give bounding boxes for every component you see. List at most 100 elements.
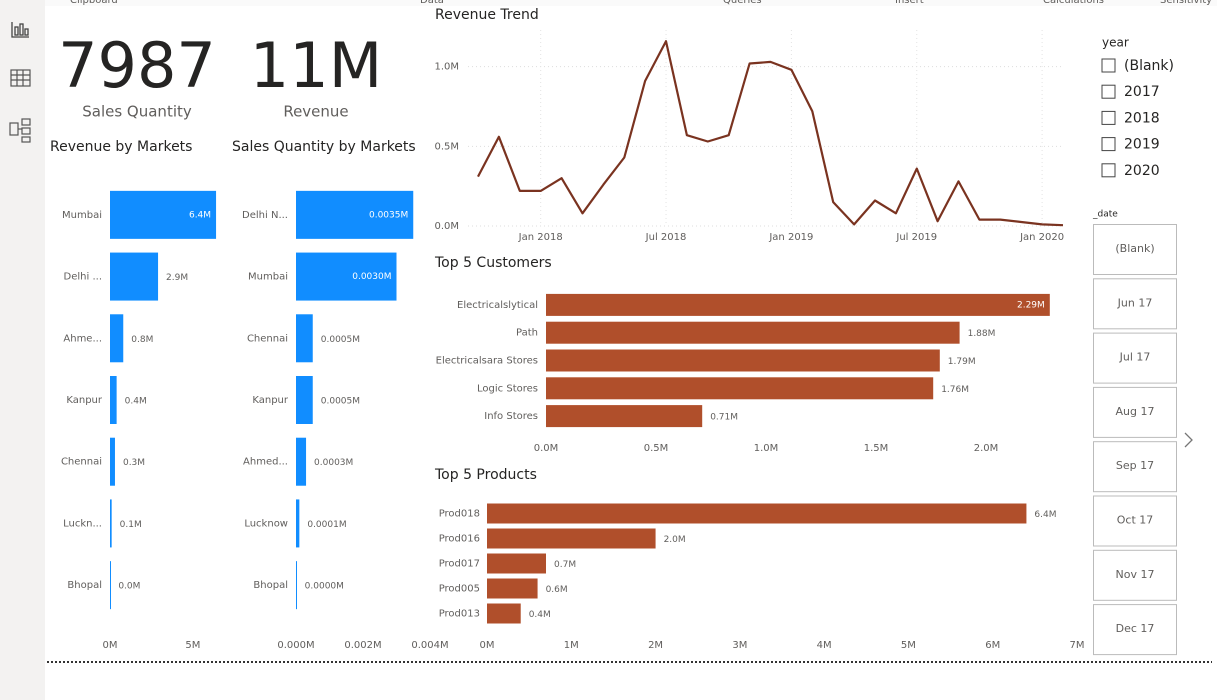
- card-value: 11M: [250, 29, 382, 102]
- category-label: Kanpur: [252, 395, 289, 406]
- slicer-option[interactable]: 2019: [1124, 137, 1160, 153]
- card-label: Sales Quantity: [82, 103, 192, 121]
- slicer-button[interactable]: [1093, 441, 1177, 493]
- slicer-title: year: [1102, 36, 1129, 50]
- next-page-chevron[interactable]: [1184, 432, 1193, 448]
- slicer-button[interactable]: [1093, 549, 1177, 601]
- chart-title: Top 5 Products: [434, 467, 537, 483]
- bar: [487, 503, 1027, 524]
- category-label: Mumbai: [248, 272, 288, 283]
- slicer-button[interactable]: [1093, 495, 1177, 547]
- category-label: Prod016: [439, 534, 480, 545]
- slicer-button[interactable]: [1093, 332, 1177, 384]
- bar: [296, 499, 300, 548]
- bar: [110, 376, 117, 424]
- y-tick-label: 0.0M: [434, 221, 459, 232]
- data-label: 0.0001M: [307, 520, 346, 530]
- x-tick-label: 3M: [732, 640, 747, 651]
- category-label: Electricalslytical: [457, 300, 538, 311]
- ribbon-group-label: Queries: [723, 0, 762, 6]
- ribbon-group-label: Sensitivity: [1160, 0, 1212, 6]
- slicer-option[interactable]: Jun 17: [1117, 296, 1153, 309]
- slicer-button[interactable]: [1093, 604, 1177, 656]
- category-label: Bhopal: [67, 580, 102, 591]
- data-label: 1.88M: [968, 329, 996, 339]
- bar: [487, 603, 521, 624]
- x-tick-label: 0.002M: [344, 640, 381, 651]
- checkbox[interactable]: [1101, 110, 1116, 125]
- data-label: 0.6M: [546, 585, 568, 595]
- data-view-icon[interactable]: [10, 69, 31, 87]
- slicer-option[interactable]: (Blank): [1115, 242, 1154, 255]
- ribbon: [45, 0, 1217, 6]
- slicer-button[interactable]: [1093, 278, 1177, 330]
- category-label: Mumbai: [62, 210, 102, 221]
- bar: [296, 314, 313, 363]
- category-label: Kanpur: [66, 395, 103, 406]
- data-label: 0.71M: [710, 413, 738, 423]
- bar: [110, 314, 124, 363]
- bar: [296, 190, 414, 239]
- bar: [110, 561, 111, 610]
- x-tick-label: 2M: [648, 640, 663, 651]
- y-tick-label: 1.0M: [434, 62, 459, 73]
- line: [477, 40, 1064, 227]
- x-tick-label: Jan 2019: [768, 232, 813, 243]
- category-label: Prod017: [439, 559, 480, 570]
- x-tick-label: 1.0M: [754, 443, 779, 454]
- category-label: Delhi N...: [242, 210, 288, 221]
- data-label: 0.1M: [120, 520, 142, 530]
- bar: [546, 405, 703, 428]
- x-tick-label: 4M: [817, 640, 832, 651]
- data-label: 0.4M: [529, 610, 551, 620]
- bar: [487, 553, 546, 574]
- bar: [296, 252, 397, 301]
- bar: [110, 499, 112, 548]
- category-label: Luckn...: [63, 518, 102, 529]
- checkbox[interactable]: [1101, 163, 1116, 178]
- slicer-option[interactable]: Oct 17: [1117, 514, 1154, 527]
- category-label: Ahme...: [63, 333, 102, 344]
- category-label: Chennai: [247, 333, 288, 344]
- bar: [546, 349, 940, 372]
- slicer-option[interactable]: Dec 17: [1116, 622, 1155, 635]
- slicer-option[interactable]: 2017: [1124, 84, 1160, 100]
- slicer-option[interactable]: Jul 17: [1119, 351, 1151, 364]
- data-label: 0.0000M: [305, 582, 344, 592]
- bar: [110, 437, 115, 486]
- bar: [546, 321, 960, 344]
- chart-title: Sales Quantity by Markets: [232, 139, 416, 155]
- model-view-icon[interactable]: [9, 118, 31, 143]
- data-label: 0.0035M: [369, 210, 408, 220]
- x-tick-label: 0M: [480, 640, 495, 651]
- x-tick-label: 1M: [564, 640, 579, 651]
- data-label: 6.4M: [189, 210, 211, 220]
- x-tick-label: 5M: [185, 640, 200, 651]
- slicer-button[interactable]: [1093, 224, 1177, 275]
- bar: [296, 437, 307, 486]
- left-nav: [0, 0, 45, 700]
- checkbox[interactable]: [1101, 84, 1116, 99]
- slicer-option[interactable]: Aug 17: [1116, 405, 1155, 418]
- x-tick-label: 7M: [1070, 640, 1085, 651]
- data-label: 0.0030M: [352, 272, 391, 282]
- slicer-option[interactable]: Nov 17: [1116, 568, 1155, 581]
- data-label: 1.76M: [941, 385, 969, 395]
- x-tick-label: 5M: [901, 640, 916, 651]
- slicer-button[interactable]: [1093, 386, 1177, 438]
- slicer-option[interactable]: Sep 17: [1116, 459, 1154, 472]
- slicer-option[interactable]: (Blank): [1124, 58, 1174, 74]
- checkbox[interactable]: [1101, 58, 1116, 73]
- report-view-icon[interactable]: [11, 22, 29, 38]
- ribbon-group-label: Data: [420, 0, 444, 6]
- data-label: 0.4M: [125, 397, 147, 407]
- chart-title: Revenue Trend: [435, 7, 539, 23]
- x-tick-label: 0.004M: [411, 640, 448, 651]
- slicer-title: _date: [1092, 210, 1118, 220]
- slicer-option[interactable]: 2018: [1124, 110, 1160, 126]
- slicer-option[interactable]: 2020: [1124, 163, 1160, 179]
- category-label: Lucknow: [244, 518, 288, 529]
- data-label: 0.0005M: [321, 397, 360, 407]
- checkbox[interactable]: [1101, 137, 1116, 152]
- category-label: Ahmed...: [243, 457, 288, 468]
